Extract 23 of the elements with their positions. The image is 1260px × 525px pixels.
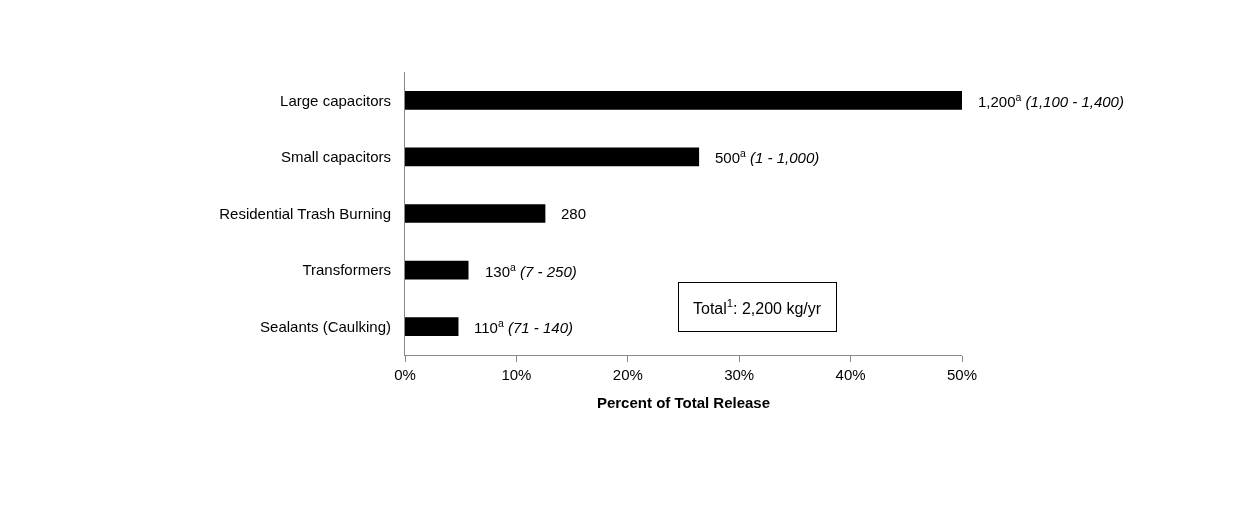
y-tick-label: Small capacitors bbox=[280, 148, 391, 166]
bar bbox=[405, 147, 700, 167]
bar bbox=[405, 260, 469, 280]
x-tick-label: 40% bbox=[835, 366, 866, 383]
y-tick-label: Transformers bbox=[302, 261, 391, 279]
x-tick-label: 30% bbox=[724, 366, 755, 383]
x-tick-label: 10% bbox=[501, 366, 532, 383]
x-tick-label: 0% bbox=[394, 366, 416, 383]
x-tick-label: 20% bbox=[612, 366, 643, 383]
x-axis-title: Percent of Total Release bbox=[596, 394, 771, 411]
annotation: 500$^{a}$ (1 - 1,000) bbox=[715, 147, 820, 167]
bar bbox=[405, 317, 459, 337]
bar bbox=[405, 204, 546, 223]
annotation: Total$^{1}$: 2,200 kg/yr bbox=[693, 297, 822, 317]
annotation: 1,200$^{a}$ (1,100 - 1,400) bbox=[978, 91, 1124, 111]
y-tick-label: Sealants (Caulking) bbox=[260, 317, 391, 335]
annotation: 280 bbox=[561, 205, 587, 222]
x-tick-label: 50% bbox=[946, 366, 978, 383]
y-tick-label: Residential Trash Burning bbox=[219, 204, 391, 222]
annotation: 130$^{a}$ (7 - 250) bbox=[485, 261, 577, 281]
bar bbox=[405, 90, 962, 110]
y-tick-label: Large capacitors bbox=[280, 91, 391, 109]
annotation: 110$^{a}$ (71 - 140) bbox=[474, 317, 573, 337]
